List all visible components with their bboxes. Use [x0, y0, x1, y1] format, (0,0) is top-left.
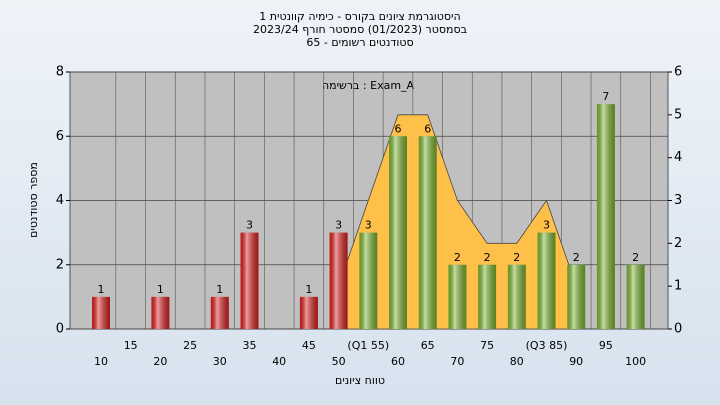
bar-shine	[478, 264, 497, 329]
x-tick-label: (Q1 55)	[347, 339, 389, 352]
y2-tick-label: 2	[674, 236, 682, 251]
data-label: 2	[632, 251, 639, 264]
y2-tick-label: 6	[674, 65, 682, 80]
x-tick-label: 45	[302, 339, 316, 352]
y-tick-label: 2	[56, 257, 64, 272]
y2-tick-label: 1	[674, 279, 682, 294]
x-tick-label: 65	[421, 339, 435, 352]
y-tick-label: 8	[56, 65, 64, 80]
data-label: 2	[573, 251, 580, 264]
y2-tick-label: 4	[674, 150, 682, 165]
data-label: 6	[424, 122, 431, 135]
data-label: 7	[602, 90, 609, 103]
data-label: 1	[157, 283, 164, 296]
bar-shine	[240, 232, 259, 329]
x-tick-label: 95	[599, 339, 613, 352]
bar-shine	[418, 136, 437, 329]
x-tick-label: 35	[243, 339, 257, 352]
data-label: 1	[216, 283, 223, 296]
x-tick-label: 70	[450, 355, 464, 368]
x-axis-label: טווח ציונים	[335, 374, 385, 387]
bar-shine	[626, 264, 645, 329]
bar-shine	[567, 264, 586, 329]
bar-shine	[448, 264, 467, 329]
data-label: 3	[365, 219, 372, 232]
data-label: 2	[484, 251, 491, 264]
bar-shine	[389, 136, 407, 329]
data-label: 2	[513, 251, 520, 264]
y-tick-label: 0	[56, 322, 64, 337]
y-tick-label: 6	[56, 129, 64, 144]
x-tick-label: 10	[94, 355, 108, 368]
data-label: 1	[98, 283, 105, 296]
bar-shine	[329, 232, 348, 329]
y-axis-label: מספר סטודנטים	[27, 162, 40, 238]
y-tick-label: 4	[56, 193, 64, 208]
x-tick-label: (Q3 85)	[526, 339, 568, 352]
data-label: 1	[305, 283, 312, 296]
x-tick-label: 40	[272, 355, 286, 368]
y2-tick-label: 5	[674, 107, 682, 122]
bar-shine	[596, 104, 615, 329]
x-tick-label: 60	[391, 355, 405, 368]
x-tick-label: 30	[213, 355, 227, 368]
x-tick-label: 25	[183, 339, 197, 352]
y2-tick-label: 0	[674, 322, 682, 337]
bar-shine	[359, 232, 378, 329]
data-label: 3	[246, 219, 253, 232]
y2-tick-label: 3	[674, 193, 682, 208]
x-tick-label: 100	[625, 355, 646, 368]
chart-subtitle: בסמסטר (01/2023) סמסטר חורף 2023/24	[253, 23, 467, 36]
data-label: 6	[395, 122, 402, 135]
x-tick-label: 50	[332, 355, 346, 368]
data-label: 2	[454, 251, 461, 264]
bar-shine	[151, 296, 170, 329]
x-tick-label: 15	[124, 339, 138, 352]
annotation: ברשימה : Exam_A	[322, 79, 415, 92]
bar-shine	[92, 296, 110, 329]
data-label: 3	[543, 219, 550, 232]
x-tick-label: 75	[480, 339, 494, 352]
data-label: 3	[335, 219, 342, 232]
bar-shine	[299, 296, 318, 329]
x-tick-label: 90	[569, 355, 583, 368]
bar-shine	[507, 264, 526, 329]
bar-shine	[210, 296, 229, 329]
chart-subtitle: סטודנטים רשומים - 65	[306, 36, 413, 49]
x-tick-label: 80	[510, 355, 524, 368]
bar-shine	[537, 232, 556, 329]
chart-title: היסטוגרמת ציונים בקורס - כימיה קוונטית 1	[259, 10, 460, 23]
x-tick-label: 20	[153, 355, 167, 368]
